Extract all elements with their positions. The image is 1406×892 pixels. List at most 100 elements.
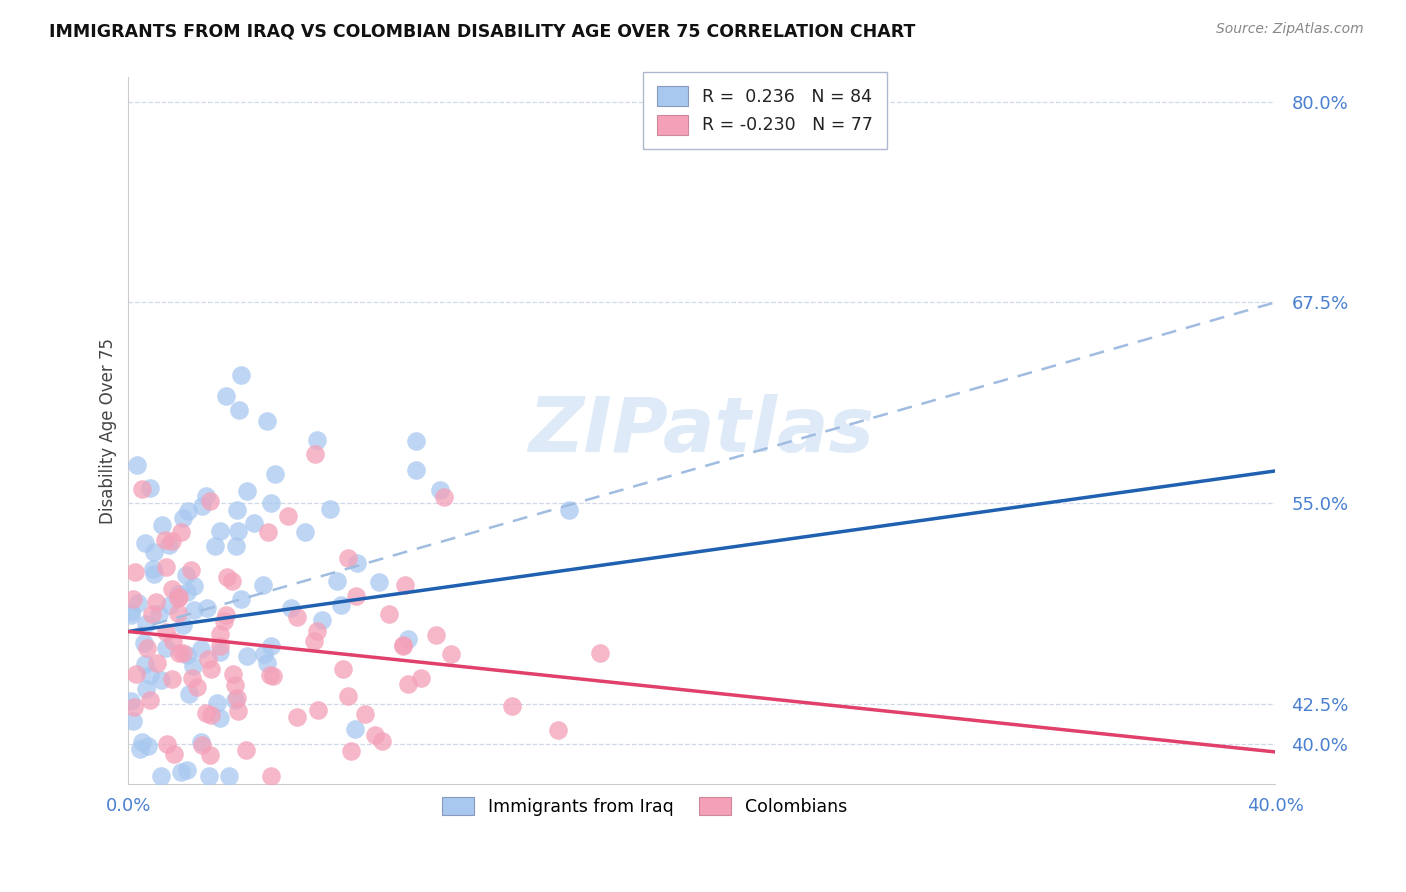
Point xyxy=(392,639,415,653)
Point xyxy=(354,707,377,722)
Point xyxy=(440,647,463,661)
Point xyxy=(141,607,163,622)
Point xyxy=(221,574,243,588)
Point xyxy=(162,633,184,648)
Point xyxy=(378,607,401,622)
Point xyxy=(124,566,146,580)
Point xyxy=(346,556,368,570)
Point xyxy=(226,691,249,706)
Point xyxy=(259,667,281,681)
Point xyxy=(131,482,153,496)
Point xyxy=(433,490,456,504)
Point xyxy=(200,748,222,763)
Point xyxy=(160,534,183,549)
Point xyxy=(124,699,146,714)
Point xyxy=(305,624,328,638)
Point xyxy=(120,605,142,619)
Point xyxy=(180,563,202,577)
Point xyxy=(396,632,419,646)
Point xyxy=(195,489,218,503)
Point xyxy=(134,636,156,650)
Point xyxy=(135,681,157,696)
Point xyxy=(256,524,278,539)
Point xyxy=(142,544,165,558)
Point xyxy=(311,613,333,627)
Point xyxy=(256,414,278,428)
Point xyxy=(204,539,226,553)
Point xyxy=(229,591,252,606)
Point xyxy=(332,662,354,676)
Point xyxy=(190,735,212,749)
Point xyxy=(260,639,283,653)
Point xyxy=(208,645,231,659)
Point xyxy=(136,640,159,655)
Point xyxy=(294,524,316,539)
Point xyxy=(195,601,218,615)
Point xyxy=(124,666,146,681)
Point xyxy=(215,607,238,622)
Point xyxy=(224,678,246,692)
Point xyxy=(160,672,183,686)
Point xyxy=(166,591,188,605)
Point xyxy=(398,677,420,691)
Point xyxy=(134,657,156,671)
Point xyxy=(264,467,287,481)
Point xyxy=(205,696,228,710)
Point xyxy=(186,680,208,694)
Point xyxy=(176,763,198,777)
Point xyxy=(191,738,214,752)
Point xyxy=(183,579,205,593)
Point xyxy=(127,458,149,472)
Point xyxy=(150,673,173,687)
Point xyxy=(319,502,342,516)
Text: IMMIGRANTS FROM IRAQ VS COLOMBIAN DISABILITY AGE OVER 75 CORRELATION CHART: IMMIGRANTS FROM IRAQ VS COLOMBIAN DISABI… xyxy=(49,22,915,40)
Point xyxy=(209,626,232,640)
Point xyxy=(167,590,190,604)
Point xyxy=(156,737,179,751)
Point xyxy=(280,601,302,615)
Point xyxy=(170,525,193,540)
Point xyxy=(127,595,149,609)
Text: ZIPatlas: ZIPatlas xyxy=(529,393,875,467)
Point xyxy=(339,744,361,758)
Point xyxy=(139,481,162,495)
Point xyxy=(367,574,389,589)
Point xyxy=(429,483,451,497)
Point xyxy=(122,714,145,728)
Point xyxy=(181,659,204,673)
Point xyxy=(167,606,190,620)
Point xyxy=(197,651,219,665)
Point xyxy=(236,484,259,499)
Point xyxy=(285,709,308,723)
Point xyxy=(176,648,198,663)
Point xyxy=(155,640,177,655)
Point xyxy=(138,668,160,682)
Point xyxy=(409,671,432,685)
Point xyxy=(172,646,194,660)
Point xyxy=(343,722,366,736)
Point xyxy=(143,567,166,582)
Point xyxy=(307,703,329,717)
Point xyxy=(120,608,142,623)
Point xyxy=(145,595,167,609)
Point xyxy=(226,524,249,538)
Point xyxy=(181,671,204,685)
Point xyxy=(394,578,416,592)
Point xyxy=(190,642,212,657)
Point xyxy=(160,582,183,596)
Point xyxy=(200,663,222,677)
Point xyxy=(307,433,329,447)
Point xyxy=(364,728,387,742)
Point xyxy=(214,389,236,403)
Point xyxy=(253,648,276,662)
Point xyxy=(162,747,184,762)
Point xyxy=(243,516,266,530)
Point xyxy=(229,368,252,382)
Point xyxy=(285,610,308,624)
Point xyxy=(172,510,194,524)
Point xyxy=(405,463,427,477)
Point xyxy=(558,503,581,517)
Point xyxy=(547,723,569,737)
Point xyxy=(235,743,257,757)
Point xyxy=(304,447,326,461)
